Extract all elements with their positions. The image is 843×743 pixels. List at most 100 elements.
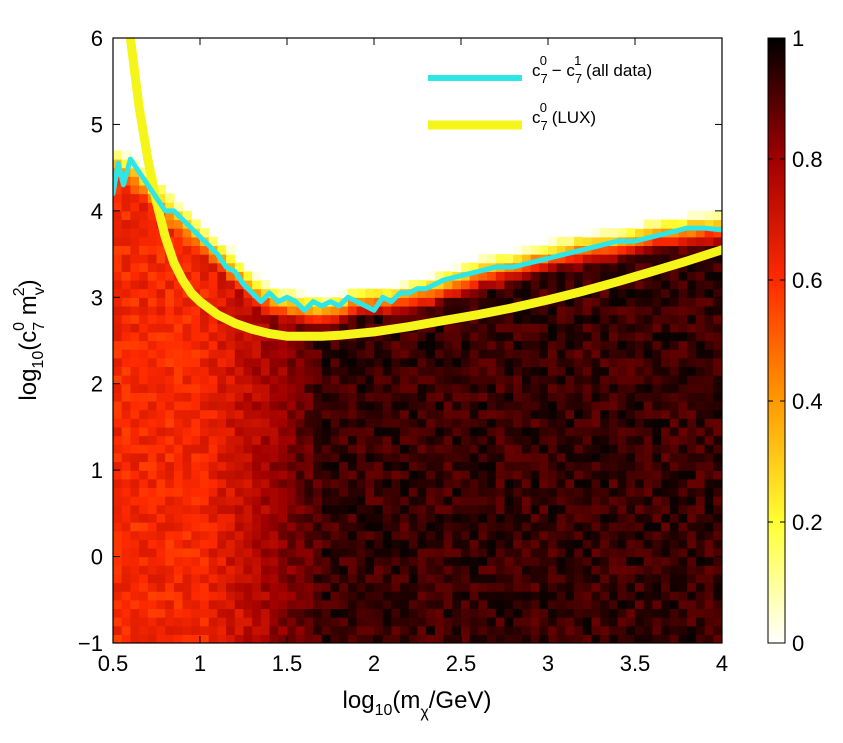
heatmap-cell [452,547,462,558]
heatmap-cell [191,444,201,454]
heatmap-cell [226,349,236,359]
heatmap-cell [521,392,532,402]
heatmap-cell [313,314,323,324]
heatmap-cell [504,280,514,290]
heatmap-cell [330,357,340,368]
heatmap-cell [243,513,253,523]
heatmap-cell [582,608,593,618]
heatmap-cell [469,504,479,514]
heatmap-cell [208,383,218,393]
heatmap-cell [574,357,584,368]
heatmap-cell [461,556,471,566]
heatmap-cell [252,349,262,359]
heatmap-cell [417,288,427,298]
heatmap-cell [121,375,131,385]
heatmap-cell [304,444,314,454]
heatmap-cell [617,254,627,264]
heatmap-cell [226,591,236,601]
heatmap-cell [713,478,722,489]
heatmap-cell [165,228,175,238]
heatmap-cell [443,504,453,514]
heatmap-cell [678,323,688,333]
heatmap-cell [330,625,340,635]
heatmap-cell [530,452,540,463]
heatmap-cell [635,426,645,437]
heatmap-cell [287,539,297,549]
heatmap-cell [173,573,184,584]
heatmap-cell [121,539,131,549]
heatmap-cell [478,625,488,635]
heatmap-cell [173,323,184,333]
heatmap-cell [365,401,375,411]
heatmap-cell [165,452,175,463]
heatmap-cell [321,591,332,601]
heatmap-cell [408,565,419,575]
heatmap-cell [548,383,558,393]
heatmap-cell [200,409,210,419]
heatmap-cell [339,573,349,584]
heatmap-cell [713,426,722,437]
heatmap-cell [713,392,722,402]
heatmap-cell [426,634,436,643]
heatmap-cell [513,280,523,290]
heatmap-cell [382,539,392,549]
heatmap-cell [156,599,166,610]
heatmap-cell [339,426,349,437]
x-tick-label: 2.5 [446,651,477,676]
heatmap-cell [678,383,688,393]
heatmap-cell [113,184,123,195]
heatmap-cell [643,617,653,627]
heatmap-cell [252,375,262,385]
heatmap-cell [530,426,540,437]
heatmap-cell [217,539,227,549]
heatmap-cell [321,625,332,635]
heatmap-cell [565,452,575,463]
heatmap-cell [234,582,245,592]
heatmap-cell [156,487,166,497]
heatmap-cell [113,556,123,566]
heatmap-cell [147,375,158,385]
heatmap-cell [165,599,175,610]
heatmap-cell [347,496,358,506]
heatmap-cell [565,314,575,324]
heatmap-cell [400,599,410,610]
heatmap-cell [582,617,593,627]
heatmap-cell [287,496,297,506]
heatmap-cell [556,297,566,307]
heatmap-cell [695,625,706,635]
heatmap-cell [408,375,419,385]
heatmap-cell [461,375,471,385]
heatmap-cell [278,582,288,592]
heatmap-cell [226,634,236,643]
heatmap-cell [121,478,131,489]
heatmap-cell [643,444,653,454]
heatmap-cell [339,504,349,514]
heatmap-cell [173,582,184,592]
heatmap-cell [226,530,236,540]
heatmap-cell [521,599,532,610]
heatmap-cell [643,530,653,540]
heatmap-cell [113,573,123,584]
heatmap-cell [113,340,123,350]
heatmap-cell [643,478,653,489]
heatmap-cell [608,487,619,497]
heatmap-cell [147,504,158,514]
heatmap-cell [321,573,332,584]
heatmap-cell [678,219,688,229]
heatmap-cell [356,435,366,445]
heatmap-cell [695,547,706,558]
heatmap-cell [200,625,210,635]
heatmap-cell [469,340,479,350]
heatmap-cell [295,582,305,592]
heatmap-cell [521,513,532,523]
heatmap-cell [278,565,288,575]
heatmap-cell [443,444,453,454]
heatmap-cell [408,530,419,540]
heatmap-cell [113,435,123,445]
heatmap-cell [339,539,349,549]
heatmap-cell [469,522,479,532]
heatmap-cell [695,487,706,497]
heatmap-cell [147,478,158,489]
heatmap-cell [173,617,184,627]
legend: c70 − c71 (all data) c70 (LUX) [428,53,652,133]
